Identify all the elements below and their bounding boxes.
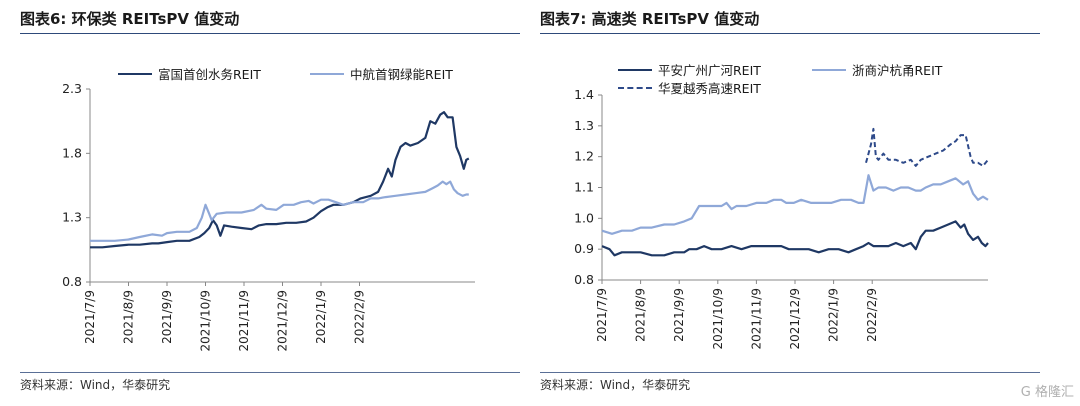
x-tick-label: 2021/7/9 (83, 290, 97, 344)
series-line-1 (601, 220, 989, 257)
x-tick-label: 2021/10/9 (199, 290, 213, 352)
legend-label: 富国首创水务REIT (158, 67, 261, 82)
y-tick-label: 2.3 (62, 81, 82, 96)
y-tick-label: 1.3 (574, 118, 594, 133)
series-line-1 (90, 111, 470, 249)
y-tick-label: 0.9 (574, 241, 594, 256)
chart-title: 图表7: 高速类 REITsPV 值变动 (540, 10, 760, 28)
legend-item: 中航首钢绿能REIT (310, 64, 453, 83)
chart-panel-left: 图表6: 环保类 REITsPV 值变动 0.8 1.3 1.8 2.3 2021/7/… (20, 0, 520, 406)
source-note: 资料来源：Wind，华泰研究 (540, 378, 691, 392)
x-tick-label: 2022/1/9 (314, 290, 328, 344)
x-tick-label: 2022/2/9 (353, 290, 367, 344)
y-tick-label: 1.4 (574, 87, 594, 102)
legend-swatch (618, 68, 652, 71)
x-tick-label: 2021/9/9 (160, 290, 174, 344)
legend-swatch (118, 72, 152, 75)
legend-label: 平安广州广河REIT (658, 63, 761, 78)
legend-item: 华夏越秀高速REIT (618, 78, 761, 97)
x-tick-label: 2021/9/9 (672, 288, 686, 342)
title-rule (540, 33, 1040, 34)
series-line-3 (865, 127, 989, 167)
y-tick-label: 1.3 (62, 210, 82, 225)
x-tick-label: 2021/8/9 (122, 290, 136, 344)
legend-label: 华夏越秀高速REIT (658, 81, 761, 96)
x-tick-label: 2021/12/9 (788, 288, 802, 350)
y-tick-label: 1.1 (574, 180, 594, 195)
source-rule (20, 372, 520, 373)
x-tick-label: 2021/11/9 (237, 290, 251, 352)
watermark-logo: G 格隆汇 (1020, 385, 1074, 400)
source-rule (540, 372, 1040, 373)
y-tick-label: 0.8 (574, 272, 594, 287)
y-tick-label: 1.2 (574, 149, 594, 164)
y-tick-label: 1.0 (574, 210, 594, 225)
chart-title: 图表6: 环保类 REITsPV 值变动 (20, 10, 240, 28)
line-chart-environment: 0.8 1.3 1.8 2.3 2021/7/9 2021/8/9 2021/9/9 2021… (62, 81, 475, 352)
legend-swatch (812, 68, 846, 71)
line-chart-highway: 0.8 0.9 1.0 1.1 1.2 1.3 1.4 2021/7/9 2021/8/9 202… (574, 87, 989, 350)
legend-label: 浙商沪杭甬REIT (852, 63, 943, 78)
legend-swatch (618, 86, 652, 89)
y-tick-label: 1.8 (62, 145, 82, 160)
series-line-2 (90, 180, 469, 242)
x-tick-label: 2022/2/9 (865, 288, 879, 342)
source-note: 资料来源：Wind，华泰研究 (20, 378, 171, 392)
chart-panel-right: 图表7: 高速类 REITsPV 值变动 0.8 0.9 1.0 1.1 1.2 1.3 1… (540, 0, 1040, 406)
x-tick-label: 2021/8/9 (634, 288, 648, 342)
legend-label: 中航首钢绿能REIT (350, 67, 453, 82)
x-tick-label: 2021/12/9 (276, 290, 290, 352)
x-tick-label: 2021/11/9 (749, 288, 763, 350)
x-tick-label: 2022/1/9 (827, 288, 841, 342)
legend-item: 富国首创水务REIT (118, 64, 261, 83)
y-tick-label: 0.8 (62, 274, 82, 289)
legend-swatch (310, 72, 344, 75)
title-rule (20, 33, 520, 34)
legend-item: 浙商沪杭甬REIT (812, 60, 942, 79)
legend-item: 平安广州广河REIT (618, 60, 761, 79)
series-line-2 (601, 174, 989, 235)
x-tick-label: 2021/7/9 (595, 288, 609, 342)
x-tick-label: 2021/10/9 (711, 288, 725, 350)
